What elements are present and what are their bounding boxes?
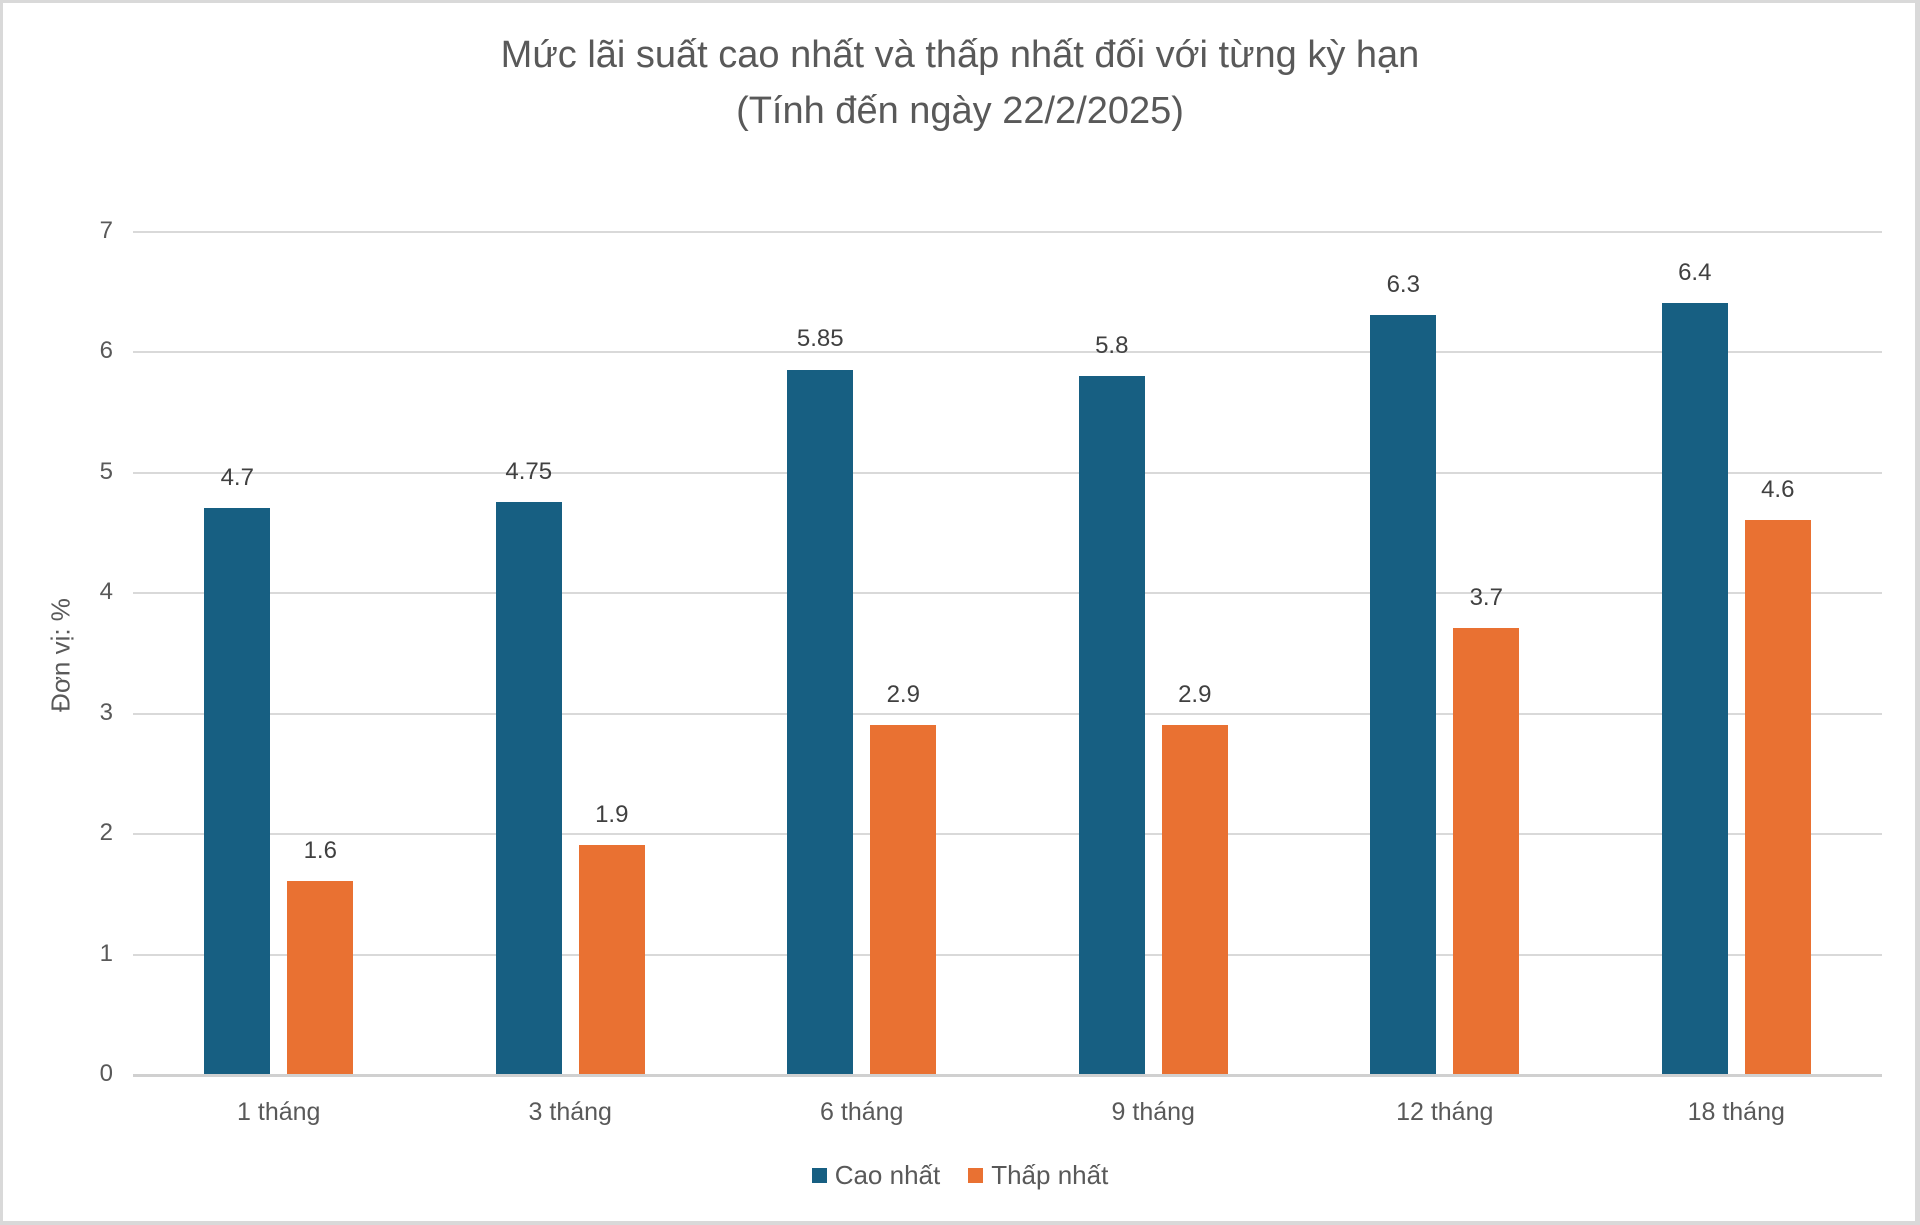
y-tick-label: 7 [99,217,113,244]
gridline [133,833,1882,836]
data-label: 1.9 [595,801,629,829]
y-tick-label: 1 [99,939,113,967]
bar-thap-nhat [578,845,645,1074]
plot-area: 4.7 1.6 4.75 1.9 5.85 2.9 5.8 2.9 6.3 3.7 6.4 4.6 [133,231,1882,1077]
x-tick-label: 9 tháng [1111,1098,1195,1126]
gridline [133,471,1882,474]
legend-item: Thấp nhất [968,1160,1108,1191]
bar-thap-nhat [1744,520,1811,1074]
gridline [133,231,1882,233]
x-tick-label: 18 tháng [1687,1098,1785,1126]
data-label: 2.9 [886,680,920,708]
data-label: 4.6 [1761,476,1795,504]
bar-cao-nhat [204,508,271,1074]
gridline [133,1074,1882,1077]
data-label: 4.75 [505,457,553,485]
legend: Cao nhất Thấp nhất [0,1160,1920,1191]
legend-item: Cao nhất [811,1160,941,1191]
legend-swatch-icon [811,1168,827,1183]
bar-cao-nhat [1078,375,1145,1074]
y-tick-label: 0 [99,1060,113,1087]
bar-thap-nhat [1161,724,1228,1074]
y-tick-label: 5 [99,457,113,485]
data-label: 1.6 [303,837,337,865]
bar-thap-nhat [870,724,937,1074]
data-label: 5.8 [1095,331,1129,359]
data-label: 6.3 [1386,271,1420,299]
bar-cao-nhat [1370,315,1437,1074]
bar-cao-nhat [787,369,854,1074]
gridline [133,953,1882,956]
gridline [133,351,1882,354]
x-tick-label: 3 tháng [528,1098,612,1126]
bar-thap-nhat [1453,628,1520,1074]
legend-label: Cao nhất [834,1160,941,1190]
data-label: 6.4 [1678,259,1712,287]
y-axis-title: Đơn vị: % [45,598,76,712]
y-tick-label: 2 [99,819,113,847]
y-tick-label: 4 [99,578,113,606]
gridline [133,592,1882,595]
y-tick-label: 6 [99,337,113,365]
x-tick-label: 1 tháng [237,1098,321,1126]
data-label: 3.7 [1469,584,1503,612]
bar-cao-nhat [495,501,562,1074]
x-tick-label: 6 tháng [820,1098,904,1126]
bar-cao-nhat [1661,303,1728,1074]
bar-thap-nhat [287,881,354,1074]
chart-subtitle: (Tính đến ngày 22/2/2025) [736,90,1184,132]
y-tick-label: 3 [99,698,113,726]
x-tick-label: 12 tháng [1396,1098,1494,1126]
legend-swatch-icon [968,1168,984,1183]
gridline [133,712,1882,715]
legend-label: Thấp nhất [991,1160,1109,1190]
data-label: 2.9 [1178,680,1212,708]
data-label: 5.85 [796,325,844,353]
data-label: 4.7 [220,463,254,491]
chart-title: Mức lãi suất cao nhất và thấp nhất đối v… [500,34,1420,76]
